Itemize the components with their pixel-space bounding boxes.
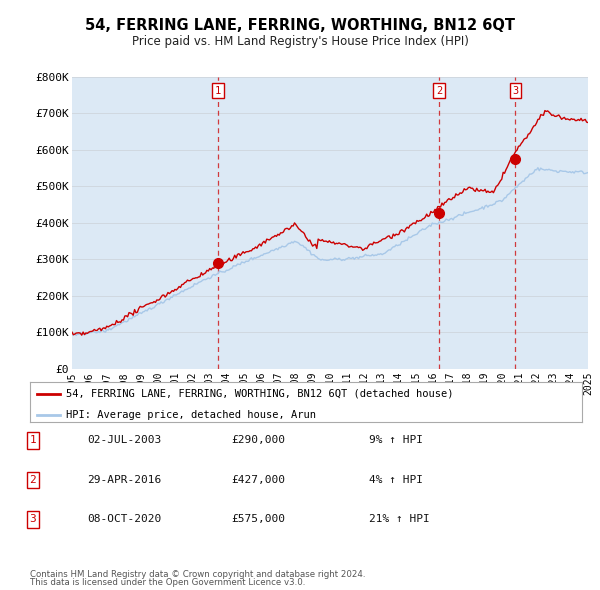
Text: 2: 2 (29, 475, 37, 485)
Text: 1: 1 (29, 435, 37, 445)
Text: Price paid vs. HM Land Registry's House Price Index (HPI): Price paid vs. HM Land Registry's House … (131, 35, 469, 48)
Text: £575,000: £575,000 (231, 514, 285, 525)
Text: 9% ↑ HPI: 9% ↑ HPI (369, 435, 423, 445)
Text: This data is licensed under the Open Government Licence v3.0.: This data is licensed under the Open Gov… (30, 578, 305, 587)
Text: 29-APR-2016: 29-APR-2016 (87, 475, 161, 485)
Text: HPI: Average price, detached house, Arun: HPI: Average price, detached house, Arun (66, 409, 316, 419)
Text: 2: 2 (436, 86, 442, 96)
Text: 08-OCT-2020: 08-OCT-2020 (87, 514, 161, 525)
Text: 21% ↑ HPI: 21% ↑ HPI (369, 514, 430, 525)
Text: Contains HM Land Registry data © Crown copyright and database right 2024.: Contains HM Land Registry data © Crown c… (30, 570, 365, 579)
Text: 54, FERRING LANE, FERRING, WORTHING, BN12 6QT: 54, FERRING LANE, FERRING, WORTHING, BN1… (85, 18, 515, 33)
Text: 3: 3 (512, 86, 518, 96)
Text: 4% ↑ HPI: 4% ↑ HPI (369, 475, 423, 485)
Text: £427,000: £427,000 (231, 475, 285, 485)
Text: 1: 1 (215, 86, 221, 96)
Text: £290,000: £290,000 (231, 435, 285, 445)
Text: 3: 3 (29, 514, 37, 525)
Text: 54, FERRING LANE, FERRING, WORTHING, BN12 6QT (detached house): 54, FERRING LANE, FERRING, WORTHING, BN1… (66, 389, 454, 399)
Text: 02-JUL-2003: 02-JUL-2003 (87, 435, 161, 445)
